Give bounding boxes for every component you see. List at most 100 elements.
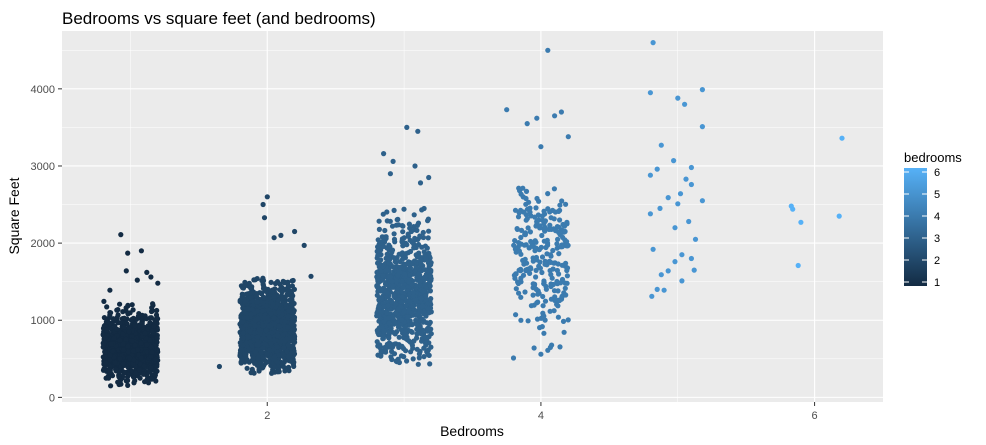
data-point <box>286 364 292 370</box>
data-point <box>550 247 556 254</box>
data-point <box>399 317 405 323</box>
data-point <box>263 337 270 343</box>
data-point <box>126 329 132 335</box>
data-point <box>408 328 414 335</box>
data-point <box>247 290 253 296</box>
data-point <box>256 366 262 372</box>
data-point <box>376 226 382 232</box>
data-point <box>518 234 524 241</box>
data-point <box>542 317 548 323</box>
data-point <box>134 277 140 283</box>
data-point <box>382 227 388 234</box>
data-point <box>425 235 431 241</box>
data-point <box>116 374 122 380</box>
data-point <box>271 354 278 360</box>
data-point <box>110 348 116 354</box>
data-point <box>551 308 557 314</box>
data-point <box>545 47 551 53</box>
data-point <box>272 364 278 370</box>
data-point <box>520 272 527 278</box>
legend-title: bedrooms <box>904 150 962 165</box>
data-point <box>384 341 390 347</box>
data-point <box>410 303 416 309</box>
data-point <box>665 195 671 201</box>
data-point <box>101 340 108 346</box>
data-point <box>387 274 393 280</box>
data-point <box>263 327 269 334</box>
data-point <box>525 318 531 324</box>
data-point <box>414 321 420 328</box>
data-point <box>389 223 396 229</box>
data-point <box>120 341 126 347</box>
data-point <box>401 235 407 241</box>
data-point <box>394 288 400 294</box>
data-point <box>105 375 112 381</box>
data-point <box>564 267 570 274</box>
data-point <box>108 383 114 389</box>
data-point <box>391 293 397 299</box>
data-point <box>527 270 533 276</box>
data-point <box>274 332 281 339</box>
data-point <box>565 317 571 323</box>
data-point <box>141 363 147 369</box>
data-point <box>532 281 538 287</box>
data-point <box>144 269 150 275</box>
legend-tick-label: 6 <box>934 167 940 179</box>
data-point <box>383 349 389 355</box>
data-point <box>285 342 292 348</box>
data-point <box>513 312 519 318</box>
data-point <box>107 357 113 363</box>
data-point <box>548 283 554 290</box>
data-point <box>798 219 804 225</box>
data-point <box>521 261 527 267</box>
data-point <box>391 351 398 357</box>
data-point <box>308 273 314 279</box>
data-point <box>541 278 547 284</box>
data-point <box>395 306 401 312</box>
data-point <box>413 317 419 323</box>
legend-ticks: 1 2 3 4 5 6 <box>904 167 940 289</box>
data-point <box>377 240 383 246</box>
data-point <box>393 278 399 284</box>
data-point <box>380 273 386 279</box>
data-point <box>675 95 681 101</box>
data-point <box>137 375 143 381</box>
data-point <box>374 339 380 345</box>
data-point <box>675 201 681 207</box>
data-point <box>124 321 130 327</box>
data-point <box>542 218 549 224</box>
data-point <box>378 348 384 354</box>
data-point <box>279 362 285 368</box>
data-point <box>114 314 120 320</box>
data-point <box>518 191 524 197</box>
data-point <box>148 274 154 280</box>
data-point <box>548 226 555 232</box>
data-point <box>147 320 153 326</box>
data-point <box>512 275 518 281</box>
data-point <box>405 314 411 320</box>
data-point <box>274 344 280 350</box>
data-point <box>525 225 531 231</box>
data-point <box>528 303 535 309</box>
data-point <box>520 185 526 191</box>
data-point <box>261 215 268 221</box>
data-point <box>679 278 685 284</box>
data-point <box>380 211 386 217</box>
data-point <box>522 232 529 238</box>
data-point <box>424 245 430 251</box>
y-tick-label: 4000 <box>31 84 55 96</box>
data-point <box>266 358 272 365</box>
data-point <box>513 286 519 292</box>
data-point <box>266 334 272 340</box>
data-point <box>404 124 410 130</box>
data-point <box>407 272 413 278</box>
data-point <box>138 248 144 254</box>
data-point <box>384 267 390 273</box>
data-point <box>661 287 667 293</box>
data-point <box>259 308 265 314</box>
data-points <box>100 40 845 389</box>
data-point <box>539 269 545 276</box>
data-point <box>691 267 697 273</box>
data-point <box>283 302 289 308</box>
data-point <box>411 224 417 230</box>
